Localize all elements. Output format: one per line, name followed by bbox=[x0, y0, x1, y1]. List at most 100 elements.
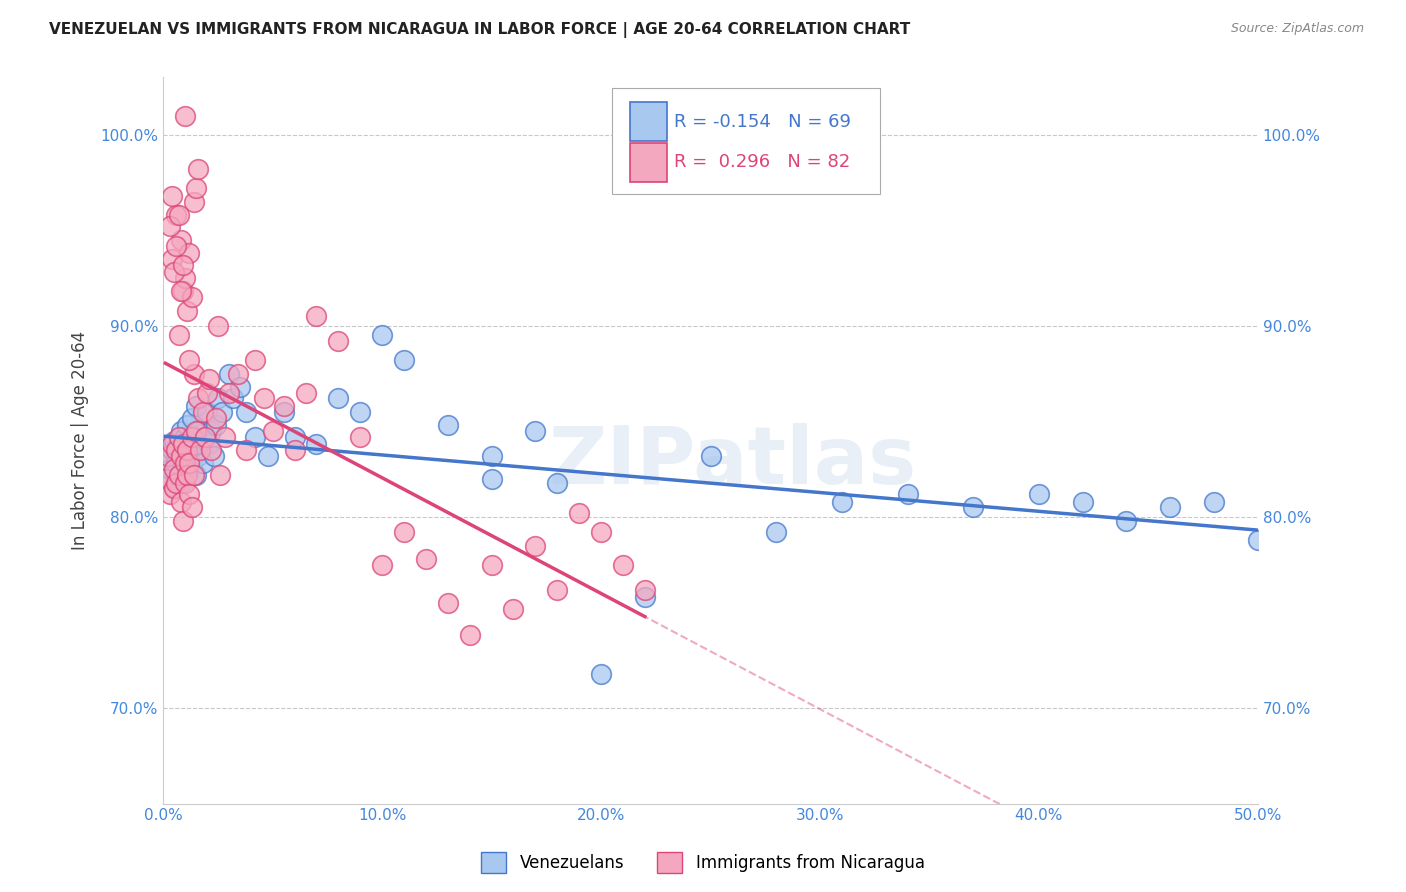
Point bbox=[1028, 487, 1050, 501]
Point bbox=[180, 457, 202, 471]
Point bbox=[211, 405, 233, 419]
Point bbox=[179, 462, 201, 476]
Point bbox=[167, 328, 190, 343]
FancyBboxPatch shape bbox=[612, 88, 880, 194]
Point bbox=[437, 596, 460, 610]
Point bbox=[160, 189, 183, 203]
Point bbox=[195, 385, 218, 400]
Point bbox=[284, 430, 307, 444]
Point bbox=[167, 208, 190, 222]
Point bbox=[190, 443, 212, 458]
Point bbox=[305, 437, 328, 451]
Point bbox=[218, 385, 240, 400]
Point bbox=[634, 591, 657, 605]
Point bbox=[243, 353, 266, 368]
Point bbox=[184, 399, 207, 413]
Point bbox=[187, 449, 209, 463]
Point bbox=[371, 558, 394, 572]
Point bbox=[415, 552, 437, 566]
Point bbox=[176, 467, 198, 482]
Point bbox=[155, 472, 177, 486]
Text: Source: ZipAtlas.com: Source: ZipAtlas.com bbox=[1230, 22, 1364, 36]
Point bbox=[194, 430, 217, 444]
Point bbox=[1071, 494, 1094, 508]
Point bbox=[187, 424, 209, 438]
Point bbox=[183, 467, 205, 482]
Point bbox=[1247, 533, 1270, 547]
Point bbox=[179, 246, 201, 260]
Point bbox=[170, 285, 193, 299]
Point bbox=[163, 265, 186, 279]
Point bbox=[187, 162, 209, 177]
Point bbox=[167, 430, 190, 444]
Point bbox=[962, 500, 984, 515]
Point bbox=[235, 405, 257, 419]
Point bbox=[160, 443, 183, 458]
Point bbox=[174, 430, 197, 444]
Point bbox=[218, 367, 240, 381]
Point bbox=[1202, 494, 1225, 508]
Point bbox=[172, 285, 194, 299]
Point bbox=[458, 628, 481, 642]
Point bbox=[160, 252, 183, 266]
Point bbox=[170, 233, 193, 247]
Legend: Venezuelans, Immigrants from Nicaragua: Venezuelans, Immigrants from Nicaragua bbox=[474, 846, 932, 880]
Point bbox=[198, 372, 221, 386]
Point bbox=[174, 109, 197, 123]
Point bbox=[349, 405, 371, 419]
Point bbox=[257, 449, 280, 463]
Point bbox=[167, 467, 190, 482]
Point bbox=[176, 418, 198, 433]
Point bbox=[180, 430, 202, 444]
Point bbox=[179, 437, 201, 451]
Point bbox=[174, 457, 197, 471]
Point bbox=[305, 310, 328, 324]
Point bbox=[179, 487, 201, 501]
Point bbox=[226, 367, 249, 381]
Point bbox=[699, 449, 721, 463]
Point bbox=[328, 392, 350, 406]
Point bbox=[273, 405, 295, 419]
Point bbox=[170, 494, 193, 508]
Point bbox=[214, 430, 236, 444]
Point bbox=[170, 449, 193, 463]
Point bbox=[229, 380, 252, 394]
Point bbox=[172, 443, 194, 458]
Point bbox=[200, 443, 222, 458]
Point bbox=[294, 385, 316, 400]
Point bbox=[183, 367, 205, 381]
Point bbox=[524, 424, 547, 438]
Point bbox=[207, 318, 229, 333]
Point bbox=[502, 601, 524, 615]
Point bbox=[167, 437, 190, 451]
Point bbox=[165, 238, 187, 252]
Point bbox=[159, 462, 181, 476]
Point bbox=[179, 457, 201, 471]
Point bbox=[172, 437, 194, 451]
Point bbox=[172, 258, 194, 272]
Point bbox=[235, 443, 257, 458]
Point bbox=[568, 506, 591, 520]
Point bbox=[612, 558, 634, 572]
Point bbox=[165, 443, 187, 458]
Text: R = -0.154   N = 69: R = -0.154 N = 69 bbox=[675, 112, 852, 131]
Point bbox=[163, 481, 186, 495]
Point bbox=[207, 392, 229, 406]
Point bbox=[481, 449, 503, 463]
Point bbox=[165, 449, 187, 463]
Point bbox=[180, 500, 202, 515]
FancyBboxPatch shape bbox=[630, 102, 666, 141]
Point bbox=[204, 410, 226, 425]
Point bbox=[392, 525, 415, 540]
Point bbox=[191, 457, 214, 471]
Point bbox=[160, 437, 183, 451]
Point bbox=[155, 472, 177, 486]
Y-axis label: In Labor Force | Age 20-64: In Labor Force | Age 20-64 bbox=[72, 331, 89, 550]
Point bbox=[1115, 514, 1137, 528]
Point bbox=[284, 443, 307, 458]
Point bbox=[200, 424, 222, 438]
Point bbox=[172, 457, 194, 471]
Point bbox=[156, 452, 179, 467]
Point bbox=[831, 494, 853, 508]
Point bbox=[194, 430, 217, 444]
